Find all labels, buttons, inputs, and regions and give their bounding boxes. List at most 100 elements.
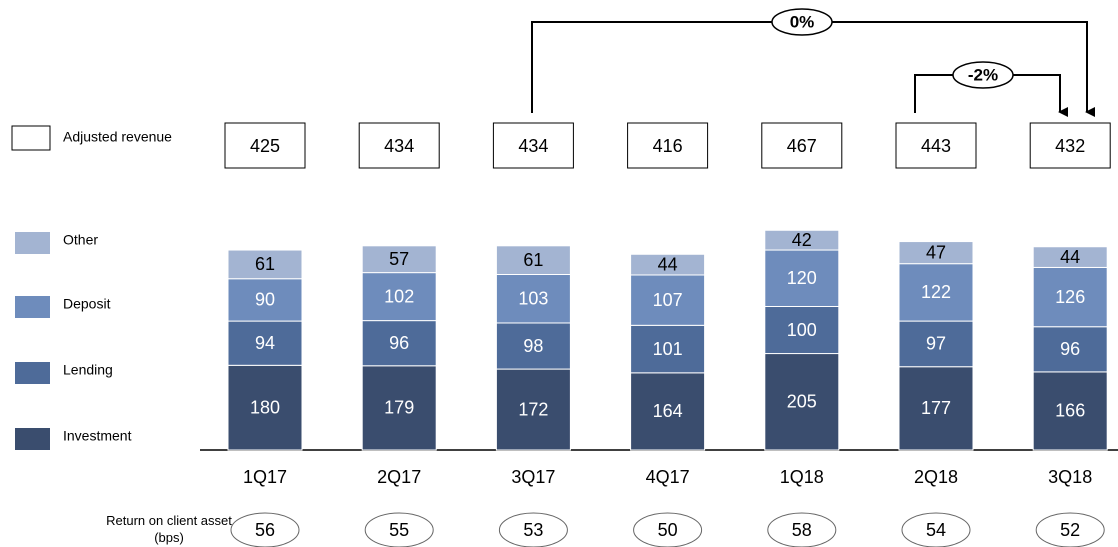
data-label: 94 xyxy=(255,333,275,353)
data-label: 103 xyxy=(518,288,548,308)
data-label: 205 xyxy=(787,392,817,412)
data-label: 166 xyxy=(1055,401,1085,421)
legend-label: Other xyxy=(63,232,98,248)
bar-segment xyxy=(361,245,437,274)
data-label: 177 xyxy=(921,398,951,418)
revenue-value: 443 xyxy=(921,136,951,156)
data-label: 172 xyxy=(518,399,548,419)
x-tick-label: 3Q18 xyxy=(1048,467,1092,487)
x-tick-label: 1Q18 xyxy=(780,467,824,487)
data-label: 164 xyxy=(653,401,683,421)
return-value: 55 xyxy=(389,520,409,540)
bar-segment xyxy=(898,366,974,451)
bar-segment xyxy=(495,368,571,451)
data-label: 122 xyxy=(921,282,951,302)
legend-label: Adjusted revenue xyxy=(63,129,172,145)
legend-swatch xyxy=(15,362,50,384)
bar-segment xyxy=(630,274,706,326)
bar-segment xyxy=(361,365,437,451)
data-label: 42 xyxy=(792,230,812,250)
data-label: 96 xyxy=(1060,339,1080,359)
bar-segment xyxy=(227,320,303,366)
legend-label: Lending xyxy=(63,362,113,378)
bar-segment xyxy=(227,249,303,280)
return-value: 50 xyxy=(658,520,678,540)
return-oval xyxy=(901,512,971,547)
bar-segment xyxy=(898,241,974,265)
data-label: 107 xyxy=(653,290,683,310)
revenue-value: 434 xyxy=(518,136,548,156)
return-oval xyxy=(230,512,300,547)
data-label: 47 xyxy=(926,242,946,262)
revenue-box xyxy=(895,122,977,169)
data-label: 180 xyxy=(250,397,280,417)
x-tick-label: 1Q17 xyxy=(243,467,287,487)
x-tick-label: 4Q17 xyxy=(646,467,690,487)
legend-swatch xyxy=(15,428,50,450)
data-label: 90 xyxy=(255,290,275,310)
revenue-box xyxy=(358,122,440,169)
annotation-oval xyxy=(952,61,1014,89)
bar-segment xyxy=(898,320,974,368)
revenue-value: 467 xyxy=(787,136,817,156)
bar-segment xyxy=(764,305,840,355)
bar-segment xyxy=(764,249,840,307)
return-value: 56 xyxy=(255,520,275,540)
bar-segment xyxy=(764,353,840,451)
annotation: -2% xyxy=(968,65,998,84)
annotation: 0% xyxy=(790,12,815,31)
data-label: 61 xyxy=(523,250,543,270)
return-value: 53 xyxy=(523,520,543,540)
data-label: 101 xyxy=(653,339,683,359)
legend-swatch xyxy=(11,125,51,151)
revenue-value: 416 xyxy=(653,136,683,156)
return-value: 52 xyxy=(1060,520,1080,540)
data-label: 44 xyxy=(1060,247,1080,267)
data-label: 120 xyxy=(787,268,817,288)
annotation-oval xyxy=(771,8,833,36)
data-label: 98 xyxy=(523,336,543,356)
bar-segment xyxy=(630,253,706,276)
revenue-box xyxy=(1029,122,1111,169)
x-tick-label: 2Q18 xyxy=(914,467,958,487)
bar-segment xyxy=(495,322,571,370)
revenue-value: 425 xyxy=(250,136,280,156)
bar-segment xyxy=(495,245,571,276)
legend-label: Deposit xyxy=(63,296,111,312)
return-value: 54 xyxy=(926,520,946,540)
bar-segment xyxy=(1032,371,1108,451)
data-label: 96 xyxy=(389,333,409,353)
bar-segment xyxy=(1032,246,1108,268)
revenue-value: 432 xyxy=(1055,136,1085,156)
revenue-box xyxy=(627,122,709,169)
x-tick-label: 2Q17 xyxy=(377,467,421,487)
bar-segment xyxy=(361,320,437,367)
revenue-value: 434 xyxy=(384,136,414,156)
bar-segment xyxy=(227,364,303,451)
bar-segment xyxy=(1032,266,1108,328)
legend-swatch xyxy=(15,232,50,254)
revenue-box xyxy=(224,122,306,169)
return-oval xyxy=(498,512,568,547)
return-value: 58 xyxy=(792,520,812,540)
revenue-box xyxy=(492,122,574,169)
bar-segment xyxy=(630,372,706,451)
row-label: Return on client asset (bps) xyxy=(106,513,232,545)
x-tick-label: 3Q17 xyxy=(511,467,555,487)
bar-segment xyxy=(764,229,840,251)
return-oval xyxy=(364,512,434,547)
bar-segment xyxy=(1032,326,1108,373)
data-label: 61 xyxy=(255,254,275,274)
data-label: 97 xyxy=(926,334,946,354)
return-oval xyxy=(1035,512,1105,547)
data-label: 100 xyxy=(787,320,817,340)
legend-swatch xyxy=(15,296,50,318)
data-label: 126 xyxy=(1055,287,1085,307)
data-label: 57 xyxy=(389,249,409,269)
bar-segment xyxy=(630,324,706,374)
return-oval xyxy=(767,512,837,547)
revenue-box xyxy=(761,122,843,169)
data-label: 179 xyxy=(384,398,414,418)
